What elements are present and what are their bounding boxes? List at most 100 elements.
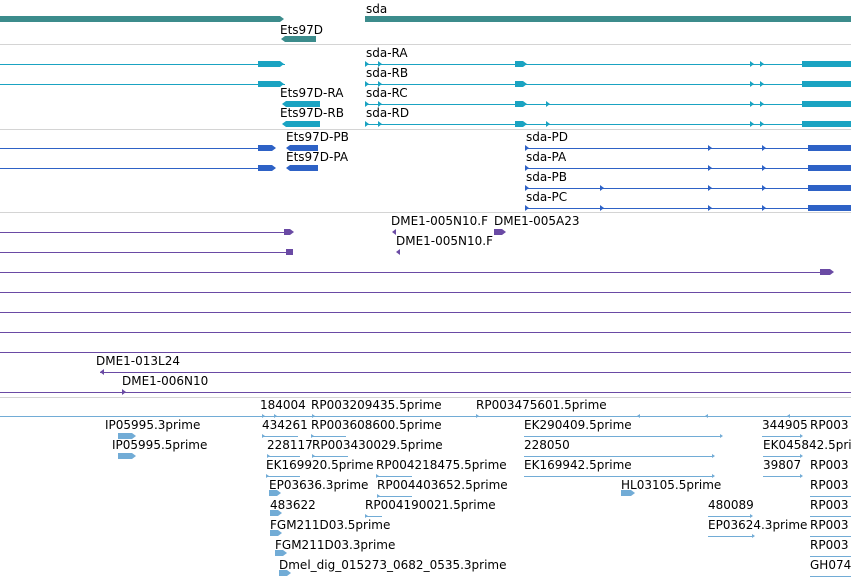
clone-end-0 [284, 229, 294, 235]
clone-label-005n10-f-a[interactable]: DME1-005N10.F [391, 214, 489, 228]
protein-label-sda-pc[interactable]: sda-PC [526, 190, 568, 204]
transcript-exon-sda-2 [515, 101, 527, 107]
est-block-fgm211d03-3 [275, 550, 287, 556]
est-label-rp003209435[interactable]: RP003209435.5prime [311, 398, 442, 412]
transcript-arrow-a-0 [378, 61, 382, 67]
est-label-344905[interactable]: 344905 [762, 418, 808, 432]
est-label-rp003-e[interactable]: RP003 [810, 518, 849, 532]
est-label-fgm211d03-5[interactable]: FGM211D03.5prime [270, 518, 391, 532]
est-label-fgm211d03-3[interactable]: FGM211D03.3prime [275, 538, 396, 552]
transcript-exon-sda-0 [515, 61, 527, 67]
est-label-rp003-d[interactable]: RP003 [810, 498, 849, 512]
transcript-arrow-a-2 [378, 101, 382, 107]
est-arr-rp004403652 [377, 494, 380, 498]
est-label-228117[interactable]: 228117 [267, 438, 313, 452]
est-arr-434261 [262, 434, 265, 438]
protein-label-sda-pb[interactable]: sda-PB [526, 170, 568, 184]
est-label-rp004190021[interactable]: RP004190021.5prime [365, 498, 496, 512]
est-arrow-0-0 [262, 414, 265, 418]
est-label-ep03624[interactable]: EP03624.3prime [708, 518, 808, 532]
protein-label-ets97d-pb[interactable]: Ets97D-PB [286, 130, 349, 144]
est-label-hl03105[interactable]: HL03105.5prime [621, 478, 722, 492]
transcript-start-arrow-2 [365, 101, 369, 107]
est-block-fgm211d03-5 [270, 530, 282, 536]
transcript-label-sda-rb[interactable]: sda-RB [366, 66, 409, 80]
est-label-gh074[interactable]: GH074 [810, 558, 851, 572]
protein-label-ets97d-pa[interactable]: Ets97D-PA [286, 150, 349, 164]
transcript-arrow-c-1 [750, 81, 754, 87]
est-label-ek290409[interactable]: EK290409.5prime [524, 418, 632, 432]
clone-label-013l24[interactable]: DME1-013L24 [96, 354, 180, 368]
transcript-start-arrow-0 [365, 61, 369, 67]
est-label-rp003-f[interactable]: RP003 [810, 538, 849, 552]
clone-arrow-005n10-a [392, 229, 396, 235]
est-label-rp003475601[interactable]: RP003475601.5prime [476, 398, 607, 412]
est-arrow-0-1 [274, 414, 277, 418]
protein-exon-right-1 [808, 165, 851, 171]
protein-start-arrow-0 [525, 145, 529, 151]
protein-start-arrow-3 [525, 205, 529, 211]
est-label-ek169920[interactable]: EK169920.5prime [266, 458, 374, 472]
transcript-arrow-d-3 [760, 121, 764, 127]
protein-arrow-c-3 [708, 205, 712, 211]
protein-label-sda-pd[interactable]: sda-PD [526, 130, 569, 144]
transcript-arrow-d-2 [760, 101, 764, 107]
est-label-rp003608600[interactable]: RP003608600.5prime [311, 418, 442, 432]
est-label-rp004403652[interactable]: RP004403652.5prime [377, 478, 508, 492]
est-label-ip05995-5[interactable]: IP05995.5prime [112, 438, 208, 452]
protein-exon-left-0 [258, 145, 276, 151]
est-label-228050[interactable]: 228050 [524, 438, 570, 452]
protein-arrow-c-1 [708, 165, 712, 171]
clone-label-006n10[interactable]: DME1-006N10 [122, 374, 209, 388]
transcript-label-sda-rd[interactable]: sda-RD [366, 106, 410, 120]
est-block-hl03105 [621, 490, 635, 496]
est-label-434261[interactable]: 434261 [262, 418, 308, 432]
est-label-dmel-dig[interactable]: Dmel_dig_015273_0682_0535.3prime [279, 558, 507, 572]
est-label-rp003-c[interactable]: RP003 [810, 478, 849, 492]
gene-span-sda [365, 16, 851, 22]
gene-label-ets97d[interactable]: Ets97D [280, 23, 324, 37]
est-arr-ep03624 [752, 534, 755, 538]
est-label-rp004218475[interactable]: RP004218475.5prime [376, 458, 507, 472]
est-label-483622[interactable]: 483622 [270, 498, 316, 512]
est-block-ip05995-5 [118, 453, 136, 459]
protein-label-sda-pa[interactable]: sda-PA [526, 150, 567, 164]
gene-label-sda[interactable]: sda [366, 2, 388, 16]
protein-arrow-c-0 [708, 145, 712, 151]
est-block-dmel-dig [279, 570, 291, 576]
est-label-rp003-b[interactable]: RP003 [810, 458, 849, 472]
est-label-rp003430029[interactable]: RP003430029.5prime [312, 438, 443, 452]
transcript-ets-arrow-2 [282, 101, 286, 107]
transcript-label-ets97d-rb[interactable]: Ets97D-RB [280, 106, 344, 120]
protein-arrow-b-3 [600, 205, 604, 211]
est-arrow-0-2 [312, 414, 315, 418]
est-arr-ek169942 [712, 474, 715, 478]
transcript-arrow-a-1 [378, 81, 382, 87]
clone-label-005a23[interactable]: DME1-005A23 [494, 214, 580, 228]
est-label-ek045842[interactable]: EK045842.5prime [763, 438, 851, 452]
transcript-label-sda-ra[interactable]: sda-RA [366, 46, 408, 60]
transcript-label-ets97d-ra[interactable]: Ets97D-RA [280, 86, 344, 100]
est-label-184004[interactable]: 184004 [260, 398, 306, 412]
transcript-label-sda-rc[interactable]: sda-RC [366, 86, 408, 100]
transcript-ets-arrow-3 [282, 121, 286, 127]
est-label-39807[interactable]: 39807 [763, 458, 802, 472]
est-label-rp003-a[interactable]: RP003 [810, 418, 849, 432]
est-arr-ek045842 [800, 454, 803, 458]
est-label-480089[interactable]: 480089 [708, 498, 754, 512]
transcript-exon-sda-1 [515, 81, 527, 87]
transcript-start-arrow-3 [365, 121, 369, 127]
gene-glyph-ets97d [281, 36, 316, 42]
est-label-ep03636[interactable]: EP03636.3prime [269, 478, 369, 492]
transcript-ets-exons-3 [286, 121, 320, 127]
transcript-arrow-c-2 [750, 101, 754, 107]
clone-label-005n10-f-b[interactable]: DME1-005N10.F [396, 234, 494, 248]
protein-start-arrow-1 [525, 165, 529, 171]
est-arrow-0-5 [705, 414, 708, 418]
transcript-arrow-b-2 [546, 101, 550, 107]
est-label-ip05995-3[interactable]: IP05995.3prime [105, 418, 201, 432]
est-arr-39807 [800, 474, 803, 478]
est-label-ek169942[interactable]: EK169942.5prime [524, 458, 632, 472]
gene-span-ets97d-left [0, 16, 284, 22]
